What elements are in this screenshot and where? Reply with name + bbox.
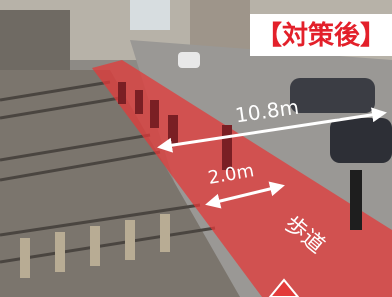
label: 【対策後】 <box>256 20 386 51</box>
building-left <box>0 10 70 70</box>
sky <box>130 0 170 30</box>
scene: 【対策後】 10.8m 2.0m 歩道 <box>0 0 392 297</box>
pedestrian <box>350 170 362 230</box>
car <box>178 52 200 68</box>
page: 【対策後】 10.8m 2.0m 歩道 (() => { const data … <box>0 0 392 297</box>
car <box>290 78 375 113</box>
car <box>330 118 392 163</box>
